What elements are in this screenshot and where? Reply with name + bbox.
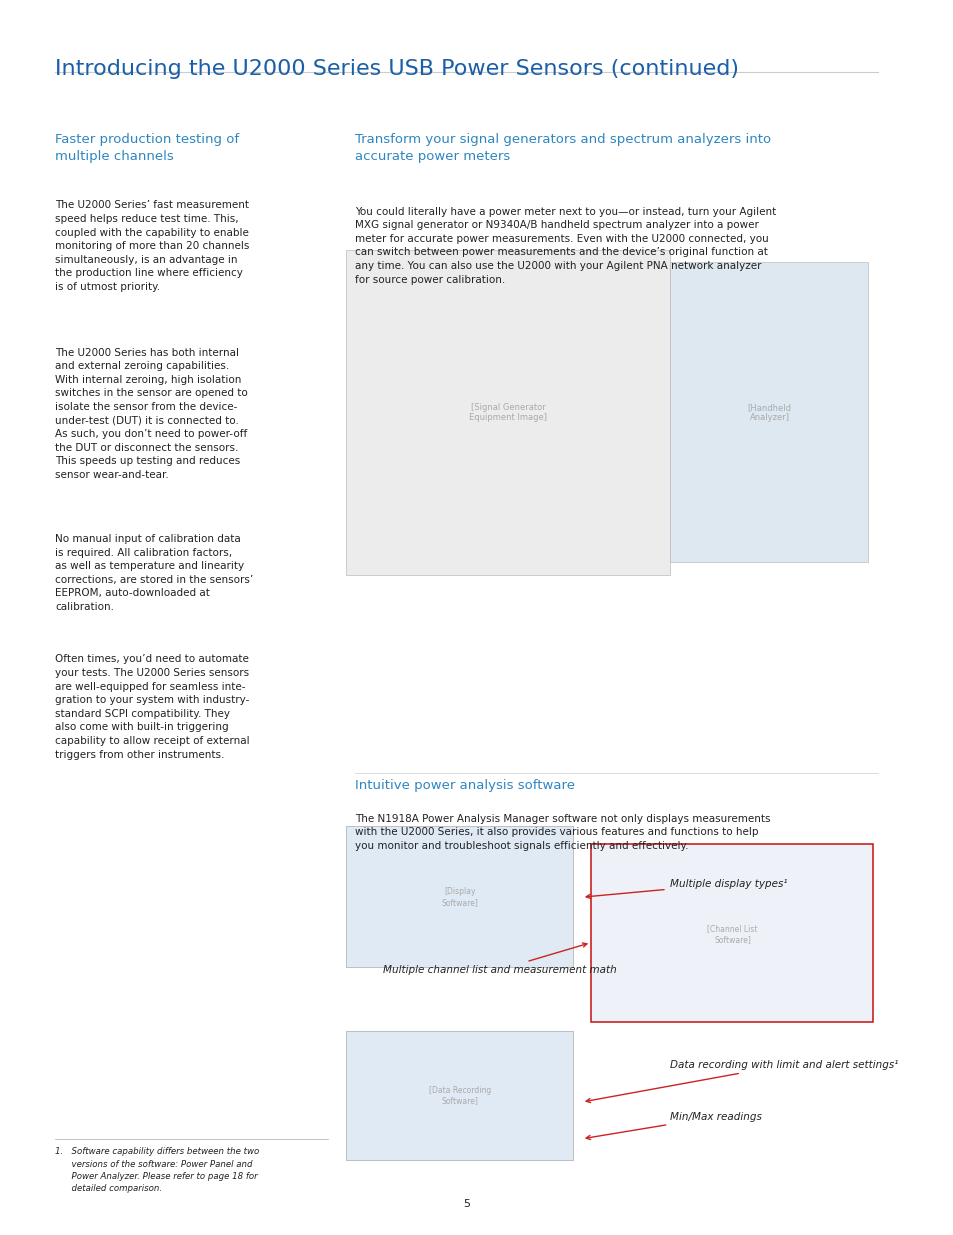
Text: Multiple channel list and measurement math: Multiple channel list and measurement ma…	[383, 944, 617, 974]
Text: 1.   Software capability differs between the two
      versions of the software:: 1. Software capability differs between t…	[55, 1147, 259, 1193]
Text: Data recording with limit and alert settings¹: Data recording with limit and alert sett…	[585, 1060, 897, 1103]
Text: [Data Recording
Software]: [Data Recording Software]	[428, 1087, 491, 1105]
Bar	[346, 249, 669, 574]
Text: The U2000 Series’ fast measurement
speed helps reduce test time. This,
coupled w: The U2000 Series’ fast measurement speed…	[55, 200, 249, 291]
Bar	[591, 845, 872, 1023]
Text: Introducing the U2000 Series USB Power Sensors (continued): Introducing the U2000 Series USB Power S…	[55, 59, 739, 79]
Text: Faster production testing of
multiple channels: Faster production testing of multiple ch…	[55, 133, 239, 163]
Text: Min/Max readings: Min/Max readings	[585, 1112, 760, 1140]
Text: The N1918A Power Analysis Manager software not only displays measurements
with t: The N1918A Power Analysis Manager softwa…	[355, 814, 770, 851]
Text: No manual input of calibration data
is required. All calibration factors,
as wel: No manual input of calibration data is r…	[55, 534, 253, 613]
Bar	[669, 262, 867, 562]
Bar	[346, 1031, 572, 1160]
Text: 5: 5	[462, 1199, 469, 1209]
Text: [Handheld
Analyzer]: [Handheld Analyzer]	[747, 403, 791, 422]
Text: You could literally have a power meter next to you—or instead, turn your Agilent: You could literally have a power meter n…	[355, 206, 776, 284]
Text: [Channel List
Software]: [Channel List Software]	[706, 924, 757, 944]
Bar	[346, 826, 572, 967]
Text: Often times, you’d need to automate
your tests. The U2000 Series sensors
are wel: Often times, you’d need to automate your…	[55, 655, 250, 760]
Text: Intuitive power analysis software: Intuitive power analysis software	[355, 779, 575, 793]
Text: Multiple display types¹: Multiple display types¹	[585, 878, 786, 899]
Text: [Display
Software]: [Display Software]	[441, 888, 477, 906]
Text: [Signal Generator
Equipment Image]: [Signal Generator Equipment Image]	[469, 403, 546, 422]
Text: Transform your signal generators and spectrum analyzers into
accurate power mete: Transform your signal generators and spe…	[355, 133, 771, 163]
Text: The U2000 Series has both internal
and external zeroing capabilities.
With inter: The U2000 Series has both internal and e…	[55, 347, 248, 480]
